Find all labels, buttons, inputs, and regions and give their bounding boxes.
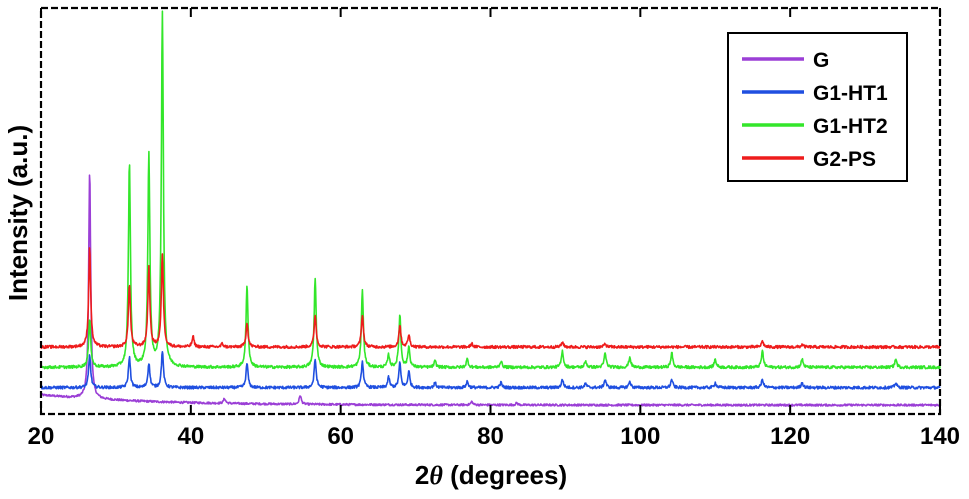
x-tick-label-20: 20 bbox=[28, 423, 55, 450]
x-tick-label-40: 40 bbox=[177, 423, 204, 450]
series-line-g bbox=[40, 174, 941, 407]
legend-label-g: G bbox=[813, 49, 829, 72]
ticks-layer: 20 40 60 80 100 120 140 bbox=[28, 8, 960, 450]
y-axis-label: Intensity (a.u.) bbox=[3, 125, 33, 301]
x-tick-label-60: 60 bbox=[327, 423, 354, 450]
x-tick-label-120: 120 bbox=[770, 423, 810, 450]
x-axis-label-symbol: θ bbox=[429, 461, 443, 490]
x-tick-label-80: 80 bbox=[477, 423, 504, 450]
legend-label-g1-ht1: G1-HT1 bbox=[813, 82, 888, 105]
x-axis-label-prefix: 2 bbox=[415, 460, 429, 490]
legend: G G1-HT1 G1-HT2 G2-PS bbox=[727, 32, 908, 182]
legend-label-g1-ht2: G1-HT2 bbox=[813, 115, 888, 138]
series-line-g1-ht2 bbox=[40, 10, 941, 370]
x-axis-label: 2θ (degrees) bbox=[415, 460, 567, 490]
x-tick-label-100: 100 bbox=[620, 423, 660, 450]
legend-label-g2-ps: G2-PS bbox=[813, 148, 876, 171]
x-axis-label-suffix: (degrees) bbox=[443, 460, 567, 490]
series-line-g2-ps bbox=[40, 247, 941, 350]
series-line-g1-ht1 bbox=[40, 350, 941, 390]
x-tick-label-140: 140 bbox=[920, 423, 960, 450]
